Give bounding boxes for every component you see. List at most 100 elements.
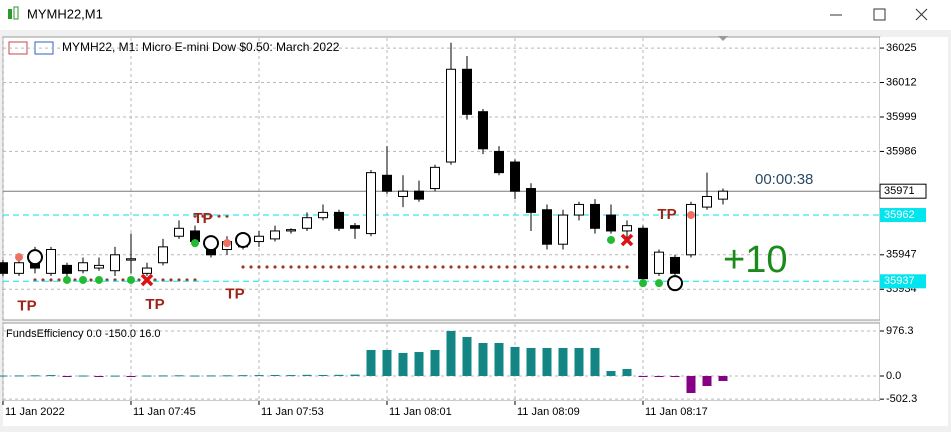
chart-title: MYMH22, M1: Micro E-mini Dow $0.50: Marc… (62, 40, 340, 54)
signal-cross (140, 273, 154, 287)
histogram-bar (510, 346, 520, 376)
level-dot (89, 278, 93, 282)
shift-marker (718, 36, 728, 41)
level-label: 35937 (884, 275, 915, 287)
signal-dot (63, 275, 71, 284)
level-dot (609, 265, 613, 269)
candle-body (78, 262, 88, 272)
histogram-bar (318, 374, 328, 376)
level-dot (273, 265, 277, 269)
histogram-bar (638, 375, 648, 377)
indicator-title: FundsEfficiency 0.0 -150.0 16.0 (6, 328, 161, 340)
candle-body (446, 68, 456, 163)
level-dot (361, 265, 365, 269)
histogram-bar (590, 347, 600, 376)
level-dot (337, 265, 341, 269)
candle-body (542, 209, 552, 245)
candle-body (494, 150, 504, 174)
level-dot (297, 265, 301, 269)
level-dot (161, 278, 165, 282)
histogram-bar (494, 342, 504, 376)
y-tick-label: 0.0 (886, 370, 901, 382)
level-box (880, 274, 926, 289)
histogram-bar (702, 375, 712, 386)
level-dot (257, 265, 261, 269)
level-dot (449, 265, 453, 269)
candle-body (510, 161, 520, 192)
maximize-button[interactable] (873, 8, 886, 21)
y-tick-label: 976.3 (886, 325, 914, 337)
candle-body (110, 254, 120, 272)
candle-body (0, 262, 8, 274)
title-bar (0, 0, 951, 30)
tp-annotation: TP (225, 286, 244, 303)
current-price-box (879, 183, 927, 199)
level-dot (137, 278, 141, 282)
level-dot (553, 265, 557, 269)
level-dot (249, 265, 253, 269)
close-button[interactable] (915, 8, 928, 21)
candle-body (398, 190, 408, 197)
signal-dot (655, 279, 663, 288)
signal-dot (95, 275, 103, 284)
level-dot (401, 265, 405, 269)
level-dot (369, 265, 373, 269)
histogram-bar (686, 375, 696, 393)
level-dot (41, 278, 45, 282)
level-dot (585, 265, 589, 269)
candle-body (46, 249, 56, 274)
candle-body (334, 211, 344, 229)
level-dot (593, 265, 597, 269)
level-dot (489, 265, 493, 269)
histogram-bar (286, 375, 296, 377)
level-dot (505, 265, 509, 269)
histogram-bar (462, 336, 472, 376)
histogram-bar (558, 347, 568, 376)
current-price-label: 35971 (884, 185, 915, 197)
signal-ring (27, 249, 43, 266)
y-tick-label: 36012 (886, 76, 917, 88)
level-dot (465, 265, 469, 269)
level-dot (241, 265, 245, 269)
level-dot (209, 214, 213, 218)
candle-body (574, 203, 584, 216)
signal-ring (235, 231, 251, 248)
window-title: MYMH22,M1 (27, 6, 103, 21)
level-dot (409, 265, 413, 269)
timer: 00:00:38 (755, 171, 813, 188)
candle-body (142, 267, 152, 274)
level-dot (441, 265, 445, 269)
candle-body (478, 111, 488, 150)
histogram-bar (718, 375, 728, 381)
level-dot (393, 265, 397, 269)
level-dot (417, 265, 421, 269)
level-dot (569, 265, 573, 269)
time-axis (3, 401, 948, 426)
level-dot (377, 265, 381, 269)
app-icon (8, 6, 19, 20)
histogram-bar (158, 375, 168, 377)
level-dot (433, 265, 437, 269)
level-dot (121, 278, 125, 282)
level-dot (529, 265, 533, 269)
profit-label: +10 (723, 239, 787, 281)
tp-annotation: TP (17, 297, 36, 314)
level-dot (497, 265, 501, 269)
signal-dot (639, 279, 647, 288)
level-dot (617, 265, 621, 269)
histogram-bar (334, 374, 344, 376)
histogram-bar (542, 347, 552, 376)
candle-body (526, 188, 536, 213)
histogram-bar (110, 375, 120, 377)
histogram-bar (302, 374, 312, 376)
candle-body (318, 211, 328, 219)
level-dot (625, 265, 629, 269)
histogram-bar (222, 375, 232, 377)
level-dot (545, 265, 549, 269)
candle-body (270, 230, 280, 240)
x-tick-label: 11 Jan 2022 (5, 406, 65, 418)
level-dot (153, 278, 157, 282)
level-dot (481, 265, 485, 269)
histogram-bar (622, 368, 632, 376)
level-dot (177, 278, 181, 282)
